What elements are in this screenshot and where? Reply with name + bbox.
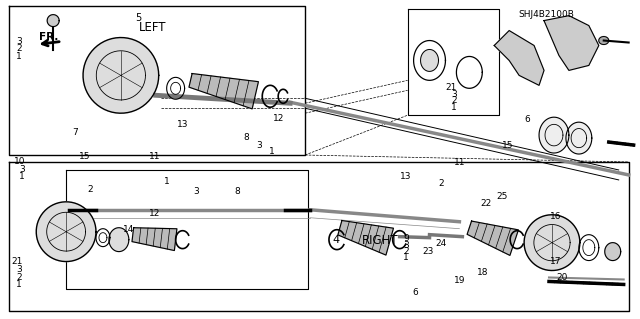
Text: LEFT: LEFT: [138, 21, 166, 34]
Polygon shape: [96, 229, 110, 247]
Text: RIGHT: RIGHT: [362, 234, 398, 247]
Polygon shape: [189, 74, 259, 109]
Text: 15: 15: [502, 141, 514, 150]
Polygon shape: [566, 122, 592, 154]
Text: 25: 25: [496, 191, 508, 201]
Polygon shape: [36, 202, 96, 262]
Text: 18: 18: [477, 268, 488, 277]
Polygon shape: [413, 41, 445, 80]
Text: 3: 3: [451, 90, 457, 99]
Text: 1: 1: [403, 254, 409, 263]
Text: 3: 3: [193, 187, 198, 196]
Text: 1: 1: [164, 177, 170, 186]
Polygon shape: [605, 243, 621, 261]
Text: 8: 8: [244, 133, 250, 142]
Text: 4: 4: [332, 235, 339, 246]
Text: 11: 11: [454, 158, 466, 167]
Text: SHJ4B2100B: SHJ4B2100B: [518, 11, 574, 19]
Text: 16: 16: [550, 212, 561, 221]
Text: 2: 2: [88, 185, 93, 194]
Polygon shape: [456, 56, 483, 88]
Polygon shape: [132, 228, 177, 250]
Polygon shape: [47, 15, 59, 26]
Text: 2: 2: [17, 272, 22, 281]
Text: 12: 12: [273, 114, 284, 123]
Text: 7: 7: [72, 128, 77, 137]
Text: 3: 3: [403, 241, 409, 250]
Text: 3: 3: [17, 264, 22, 274]
Text: 6: 6: [413, 288, 419, 297]
Text: 13: 13: [400, 173, 412, 182]
Polygon shape: [599, 37, 609, 45]
Text: 3: 3: [17, 38, 22, 47]
Text: 20: 20: [556, 272, 568, 281]
Polygon shape: [494, 31, 544, 85]
Text: 23: 23: [422, 247, 434, 256]
Text: 2: 2: [403, 247, 409, 256]
Text: 1: 1: [451, 103, 457, 112]
Polygon shape: [539, 117, 569, 153]
Polygon shape: [109, 228, 129, 252]
Text: 2: 2: [17, 44, 22, 54]
Text: 21: 21: [445, 83, 457, 92]
Text: 22: 22: [480, 199, 492, 208]
Text: 19: 19: [454, 276, 466, 285]
Text: 1: 1: [19, 173, 25, 182]
Text: 13: 13: [177, 120, 189, 129]
Polygon shape: [524, 215, 580, 271]
Text: 1: 1: [269, 147, 275, 156]
Text: 24: 24: [435, 239, 447, 248]
Text: 11: 11: [148, 152, 160, 161]
Text: 1: 1: [17, 52, 22, 61]
Text: 8: 8: [234, 187, 240, 196]
Text: 2: 2: [451, 96, 456, 105]
Text: 3: 3: [19, 165, 25, 174]
Text: 1: 1: [17, 280, 22, 289]
Polygon shape: [420, 49, 438, 71]
Text: 6: 6: [524, 115, 530, 124]
Text: 3: 3: [257, 141, 262, 150]
Text: 14: 14: [123, 225, 134, 234]
Text: 2: 2: [438, 179, 444, 188]
Polygon shape: [83, 38, 159, 113]
Text: 10: 10: [13, 157, 25, 166]
Text: 5: 5: [135, 13, 141, 23]
Polygon shape: [544, 16, 599, 70]
Text: 21: 21: [11, 257, 22, 266]
Text: FR.: FR.: [40, 32, 59, 41]
Text: 17: 17: [550, 257, 561, 266]
Polygon shape: [579, 235, 599, 261]
Polygon shape: [467, 221, 518, 256]
Text: 12: 12: [148, 209, 160, 218]
Text: 9: 9: [403, 234, 409, 243]
Polygon shape: [338, 220, 394, 255]
Text: 15: 15: [79, 152, 90, 161]
Polygon shape: [166, 78, 184, 99]
